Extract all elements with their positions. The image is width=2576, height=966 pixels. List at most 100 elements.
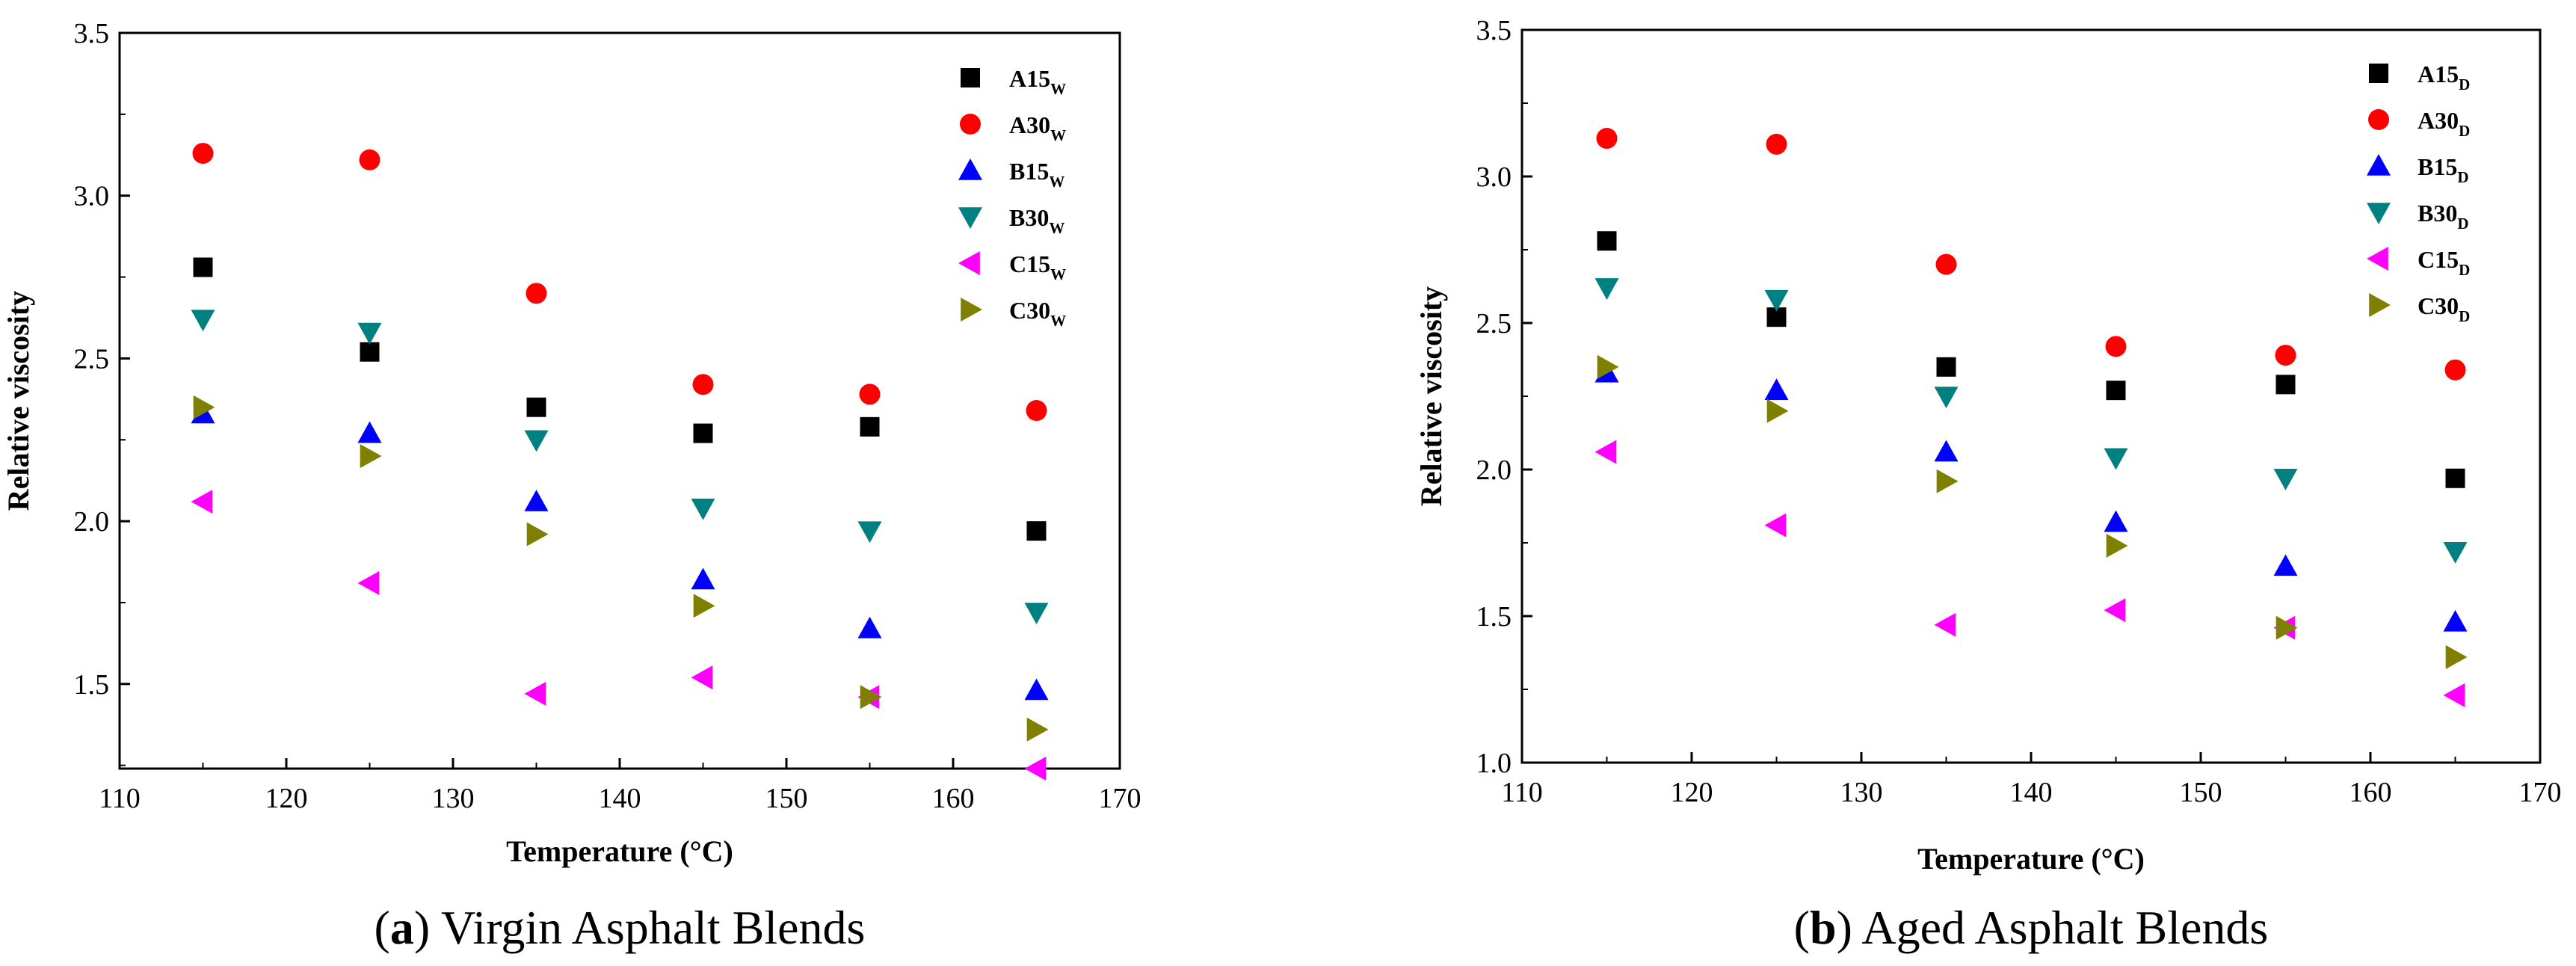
data-point-b15 — [1024, 678, 1049, 701]
legend-label-c30: C30W — [1009, 297, 1066, 330]
y-tick-label: 1.0 — [1476, 748, 1512, 779]
x-tick-label: 120 — [1671, 777, 1713, 808]
legend-marker-b15 — [2367, 154, 2391, 176]
legend-name: C30 — [2418, 292, 2459, 319]
data-point-c15 — [1764, 513, 1787, 538]
legend-subscript: D — [2459, 76, 2470, 93]
y-tick-label: 1.5 — [74, 669, 110, 701]
data-point-a15 — [526, 397, 546, 417]
x-tick-label: 130 — [1840, 777, 1883, 808]
data-point-a15 — [2445, 468, 2465, 488]
caption-text: Aged Asphalt Blends — [1861, 901, 2268, 954]
data-point-c30 — [1026, 717, 1049, 742]
data-point-c30 — [360, 444, 382, 469]
data-point-c15 — [1594, 440, 1617, 464]
data-point-a15 — [693, 423, 713, 443]
legend-marker-a15 — [2369, 64, 2388, 83]
legend-marker-c15 — [2367, 247, 2388, 271]
x-tick-label: 170 — [1099, 783, 1141, 814]
legend-label-a15: A15D — [2418, 61, 2470, 93]
chart-virgin-asphalt: 110 120 130 140 150 160 170 1.5 2.0 2.5 3.0 3.5 Temp… — [1, 18, 1141, 954]
x-tick-label: 120 — [265, 783, 308, 814]
data-point-c30 — [2106, 533, 2128, 558]
x-tick-label: 160 — [2349, 777, 2392, 808]
data-point-b15 — [1934, 440, 1959, 462]
data-point-b15 — [357, 421, 382, 443]
legend-label-c15: C15W — [1009, 250, 1066, 283]
data-point-a30 — [359, 149, 380, 170]
legend-name: C15 — [1009, 250, 1050, 277]
data-point-b30 — [524, 430, 549, 452]
data-point-b30 — [857, 521, 882, 544]
data-point-a30 — [2444, 359, 2466, 381]
legend-marker-b30 — [958, 207, 982, 229]
x-tick-label: 140 — [2010, 777, 2053, 808]
legend-subscript: D — [2457, 168, 2468, 186]
legend-marker-a15 — [961, 68, 980, 87]
legend-name: B30 — [2418, 200, 2457, 227]
legend-name: A30 — [2418, 107, 2459, 134]
data-point-b15 — [857, 616, 882, 639]
legend-name: A30 — [1009, 111, 1050, 138]
data-point-b30 — [2273, 468, 2298, 490]
chart-aged-asphalt: 110 120 130 140 150 160 170 1.0 1.5 2.0 2.5 3.0 3.5 T… — [1414, 15, 2562, 954]
y-tick-label: 2.5 — [1476, 308, 1512, 339]
x-tick-label: 110 — [99, 783, 141, 814]
caption-paren-open: ( — [1794, 901, 1810, 954]
data-point-b15 — [2443, 609, 2468, 632]
data-point-c30 — [860, 685, 882, 710]
legend-subscript: D — [2459, 307, 2470, 325]
legend-name: A15 — [2418, 61, 2459, 87]
legend-subscript: W — [1050, 265, 1066, 283]
x-tick-label: 150 — [765, 783, 808, 814]
data-point-a30 — [2275, 345, 2296, 366]
data-point-b30 — [2104, 448, 2128, 470]
data-point-a30 — [1935, 253, 1957, 275]
x-tick-label: 170 — [2519, 777, 2562, 808]
legend-subscript: W — [1050, 80, 1066, 98]
y-tick-label: 3.0 — [74, 181, 110, 212]
x-axis-title: Temperature (°C) — [1917, 842, 2145, 876]
legend-label-b15: B15D — [2418, 153, 2469, 186]
caption-text: Virgin Asphalt Blends — [441, 901, 865, 954]
legend-subscript: D — [2459, 122, 2470, 140]
data-point-c15 — [2104, 598, 2126, 623]
legend-marker-b30 — [2367, 203, 2391, 224]
legend-marker-c30 — [961, 298, 982, 322]
y-tick-label: 2.5 — [74, 343, 110, 375]
legend-subscript: W — [1050, 126, 1066, 144]
y-tick-label: 1.5 — [1476, 601, 1512, 633]
legend-name: B30 — [1009, 204, 1049, 231]
legend-subscript: W — [1049, 173, 1064, 191]
data-point-c15 — [691, 665, 713, 690]
legend-marker-c30 — [2369, 293, 2391, 317]
legend-label-a30: A30D — [2418, 107, 2470, 140]
y-tick-label: 3.0 — [1476, 161, 1512, 193]
data-point-b30 — [1594, 278, 1619, 300]
legend-label-b15: B15W — [1009, 158, 1064, 191]
data-point-b15 — [2273, 554, 2298, 576]
data-point-a15 — [2106, 381, 2126, 401]
legend-subscript: W — [1050, 312, 1066, 330]
data-point-c30 — [526, 522, 549, 547]
plot-frame — [118, 31, 1121, 770]
data-point-c30 — [193, 395, 215, 419]
y-axis-title: Relative viscosity — [1414, 286, 1448, 506]
caption-letter: a — [390, 901, 414, 954]
data-point-b15 — [691, 567, 715, 590]
x-tick-label: 110 — [1501, 777, 1543, 808]
data-point-b30 — [357, 322, 382, 345]
data-point-a30 — [1026, 400, 1047, 422]
data-point-c30 — [1936, 469, 1959, 493]
plot-frame — [1520, 28, 2542, 764]
data-point-c15 — [524, 681, 546, 706]
legend-subscript: W — [1049, 219, 1064, 237]
data-point-c30 — [693, 594, 715, 618]
data-point-a30 — [192, 143, 214, 164]
data-point-a30 — [526, 283, 547, 304]
data-point-a15 — [1936, 357, 1956, 377]
data-point-c30 — [2275, 615, 2298, 640]
legend-label-b30: B30W — [1009, 204, 1064, 237]
data-point-a15 — [360, 342, 380, 362]
